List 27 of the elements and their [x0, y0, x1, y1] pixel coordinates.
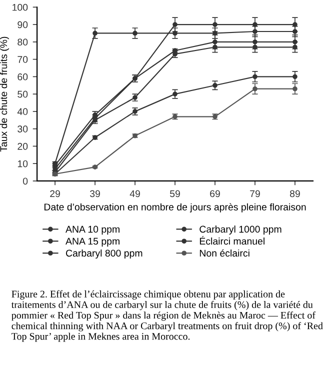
- y-tick-label: 60: [18, 73, 28, 80]
- legend-label: ANA 15 ppm: [66, 238, 120, 247]
- y-tick-label: 20: [18, 142, 28, 150]
- x-tick-label: 49: [130, 190, 140, 198]
- legend-label: Non éclairci: [200, 249, 250, 257]
- y-tick-label: 70: [18, 56, 28, 63]
- x-tick-label: 39: [90, 190, 100, 198]
- y-tick-label: 30: [18, 126, 28, 132]
- y-tick-label: 0: [22, 178, 28, 185]
- x-tick-label: 29: [50, 190, 60, 198]
- y-axis-title: Taux de chute de fruits (%): [0, 36, 10, 152]
- y-tick-label: 90: [18, 21, 28, 28]
- legend-label: ANA 10 ppm: [66, 226, 120, 235]
- legend-label: Carbaryl 800 ppm: [66, 249, 142, 259]
- x-tick-label: 69: [210, 190, 220, 198]
- legend-label: Éclairci manuel: [200, 236, 264, 245]
- x-tick-label: 79: [250, 190, 260, 198]
- y-tick-label: 100: [12, 4, 28, 11]
- x-tick-label: 59: [170, 190, 180, 198]
- x-tick-label: 89: [290, 190, 300, 198]
- caption: Figure 2. Effet de l’éclaircissage chimique obtenu par application de traitements d’ANA ou de carbaryl sur la chute de fruits (%) de la variété du pommier « Red Top Spur » dans la région de Meknès au Maroc — Effect of chemical thinning with NAA or Carbaryl treatments on fruit drop (%) of ‘Red Top Spur’ apple in Meknes area in Morocco.: [11, 290, 323, 342]
- y-tick-label: 10: [18, 160, 28, 168]
- y-tick-label: 40: [17, 108, 28, 116]
- y-tick-label: 50: [18, 90, 28, 98]
- x-axis-title: Date d’observation en nombre de jours après pleine floraison: [44, 203, 306, 212]
- y-tick-label: 80: [18, 38, 28, 46]
- legend-label: Carbaryl 1000 ppm: [200, 226, 282, 235]
